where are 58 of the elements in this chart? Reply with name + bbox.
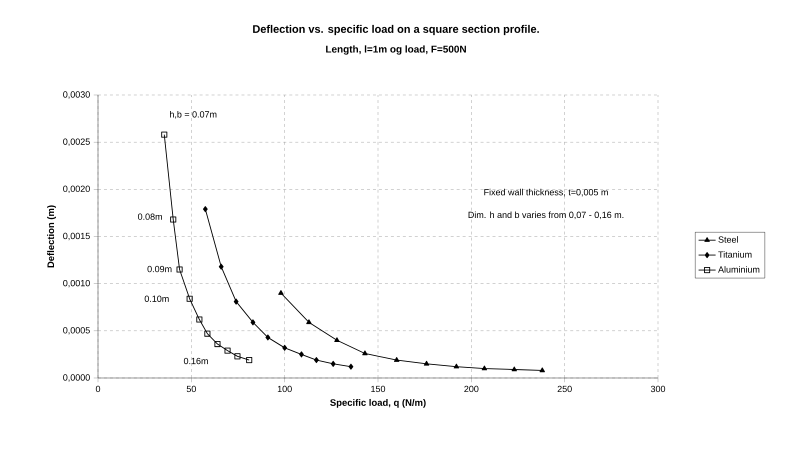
point [214, 341, 221, 348]
point [196, 316, 202, 323]
legend-label: Titanium [718, 251, 752, 258]
point [161, 132, 168, 138]
point [362, 350, 368, 356]
point [250, 319, 256, 326]
point [306, 319, 312, 324]
y-axis-title: Deflection (m) [47, 205, 56, 268]
x-axis-title: Specific load, q (N/m) [330, 398, 426, 408]
x-tick-label: 0 [96, 386, 100, 392]
y-tick-label: 0,0020 [63, 186, 90, 194]
point [540, 367, 545, 372]
point [224, 348, 231, 354]
point [234, 298, 239, 305]
point [202, 206, 208, 212]
point [394, 357, 400, 362]
x-tick-label: 300 [650, 386, 666, 392]
y-tick-label: 0,0030 [63, 91, 90, 99]
x-tick-label: 50 [186, 386, 196, 392]
y-tick-label: 0,0010 [63, 280, 90, 288]
point [512, 366, 517, 372]
annotation: 0.09m [147, 266, 172, 272]
point [265, 334, 270, 340]
point [204, 330, 210, 337]
point [234, 353, 240, 360]
annotation: 0.08m [138, 214, 162, 220]
point [278, 290, 284, 295]
annotation: Fixed wall thickness, t=0,005 m [484, 188, 608, 196]
y-tick-label: 0,0005 [63, 327, 90, 335]
x-tick-label: 200 [464, 386, 478, 392]
point [186, 296, 193, 302]
point [246, 357, 252, 364]
point [348, 364, 354, 370]
chart-subtitle: Length, l=1m og load, F=500N [326, 45, 466, 55]
point [314, 357, 319, 364]
annotation: h,b = 0.07m [170, 110, 216, 119]
point [170, 216, 176, 223]
legend-label: Steel [718, 236, 738, 243]
annotation: 0.16m [184, 358, 208, 364]
annotation: 0.10m [144, 296, 169, 302]
y-tick-label: 0,0015 [63, 232, 90, 240]
point [330, 360, 336, 367]
legend-label: Aluminium [718, 266, 760, 273]
x-tick-label: 100 [278, 386, 292, 392]
x-tick-label: 250 [558, 386, 572, 392]
annotation: Dim. h and b varies from 0,07 - 0,16 m. [468, 211, 624, 220]
point [282, 344, 288, 351]
point [454, 364, 460, 368]
y-tick-label: 0,0025 [63, 138, 90, 146]
chart-title: Deflection vs. specific load on a square section profile. [253, 24, 539, 36]
x-tick-label: 150 [371, 386, 386, 392]
y-tick-label: 0,0000 [63, 374, 90, 382]
point [482, 366, 488, 370]
point [218, 264, 224, 270]
point [176, 266, 183, 273]
point [424, 360, 430, 366]
point [334, 337, 340, 342]
point [299, 351, 304, 358]
